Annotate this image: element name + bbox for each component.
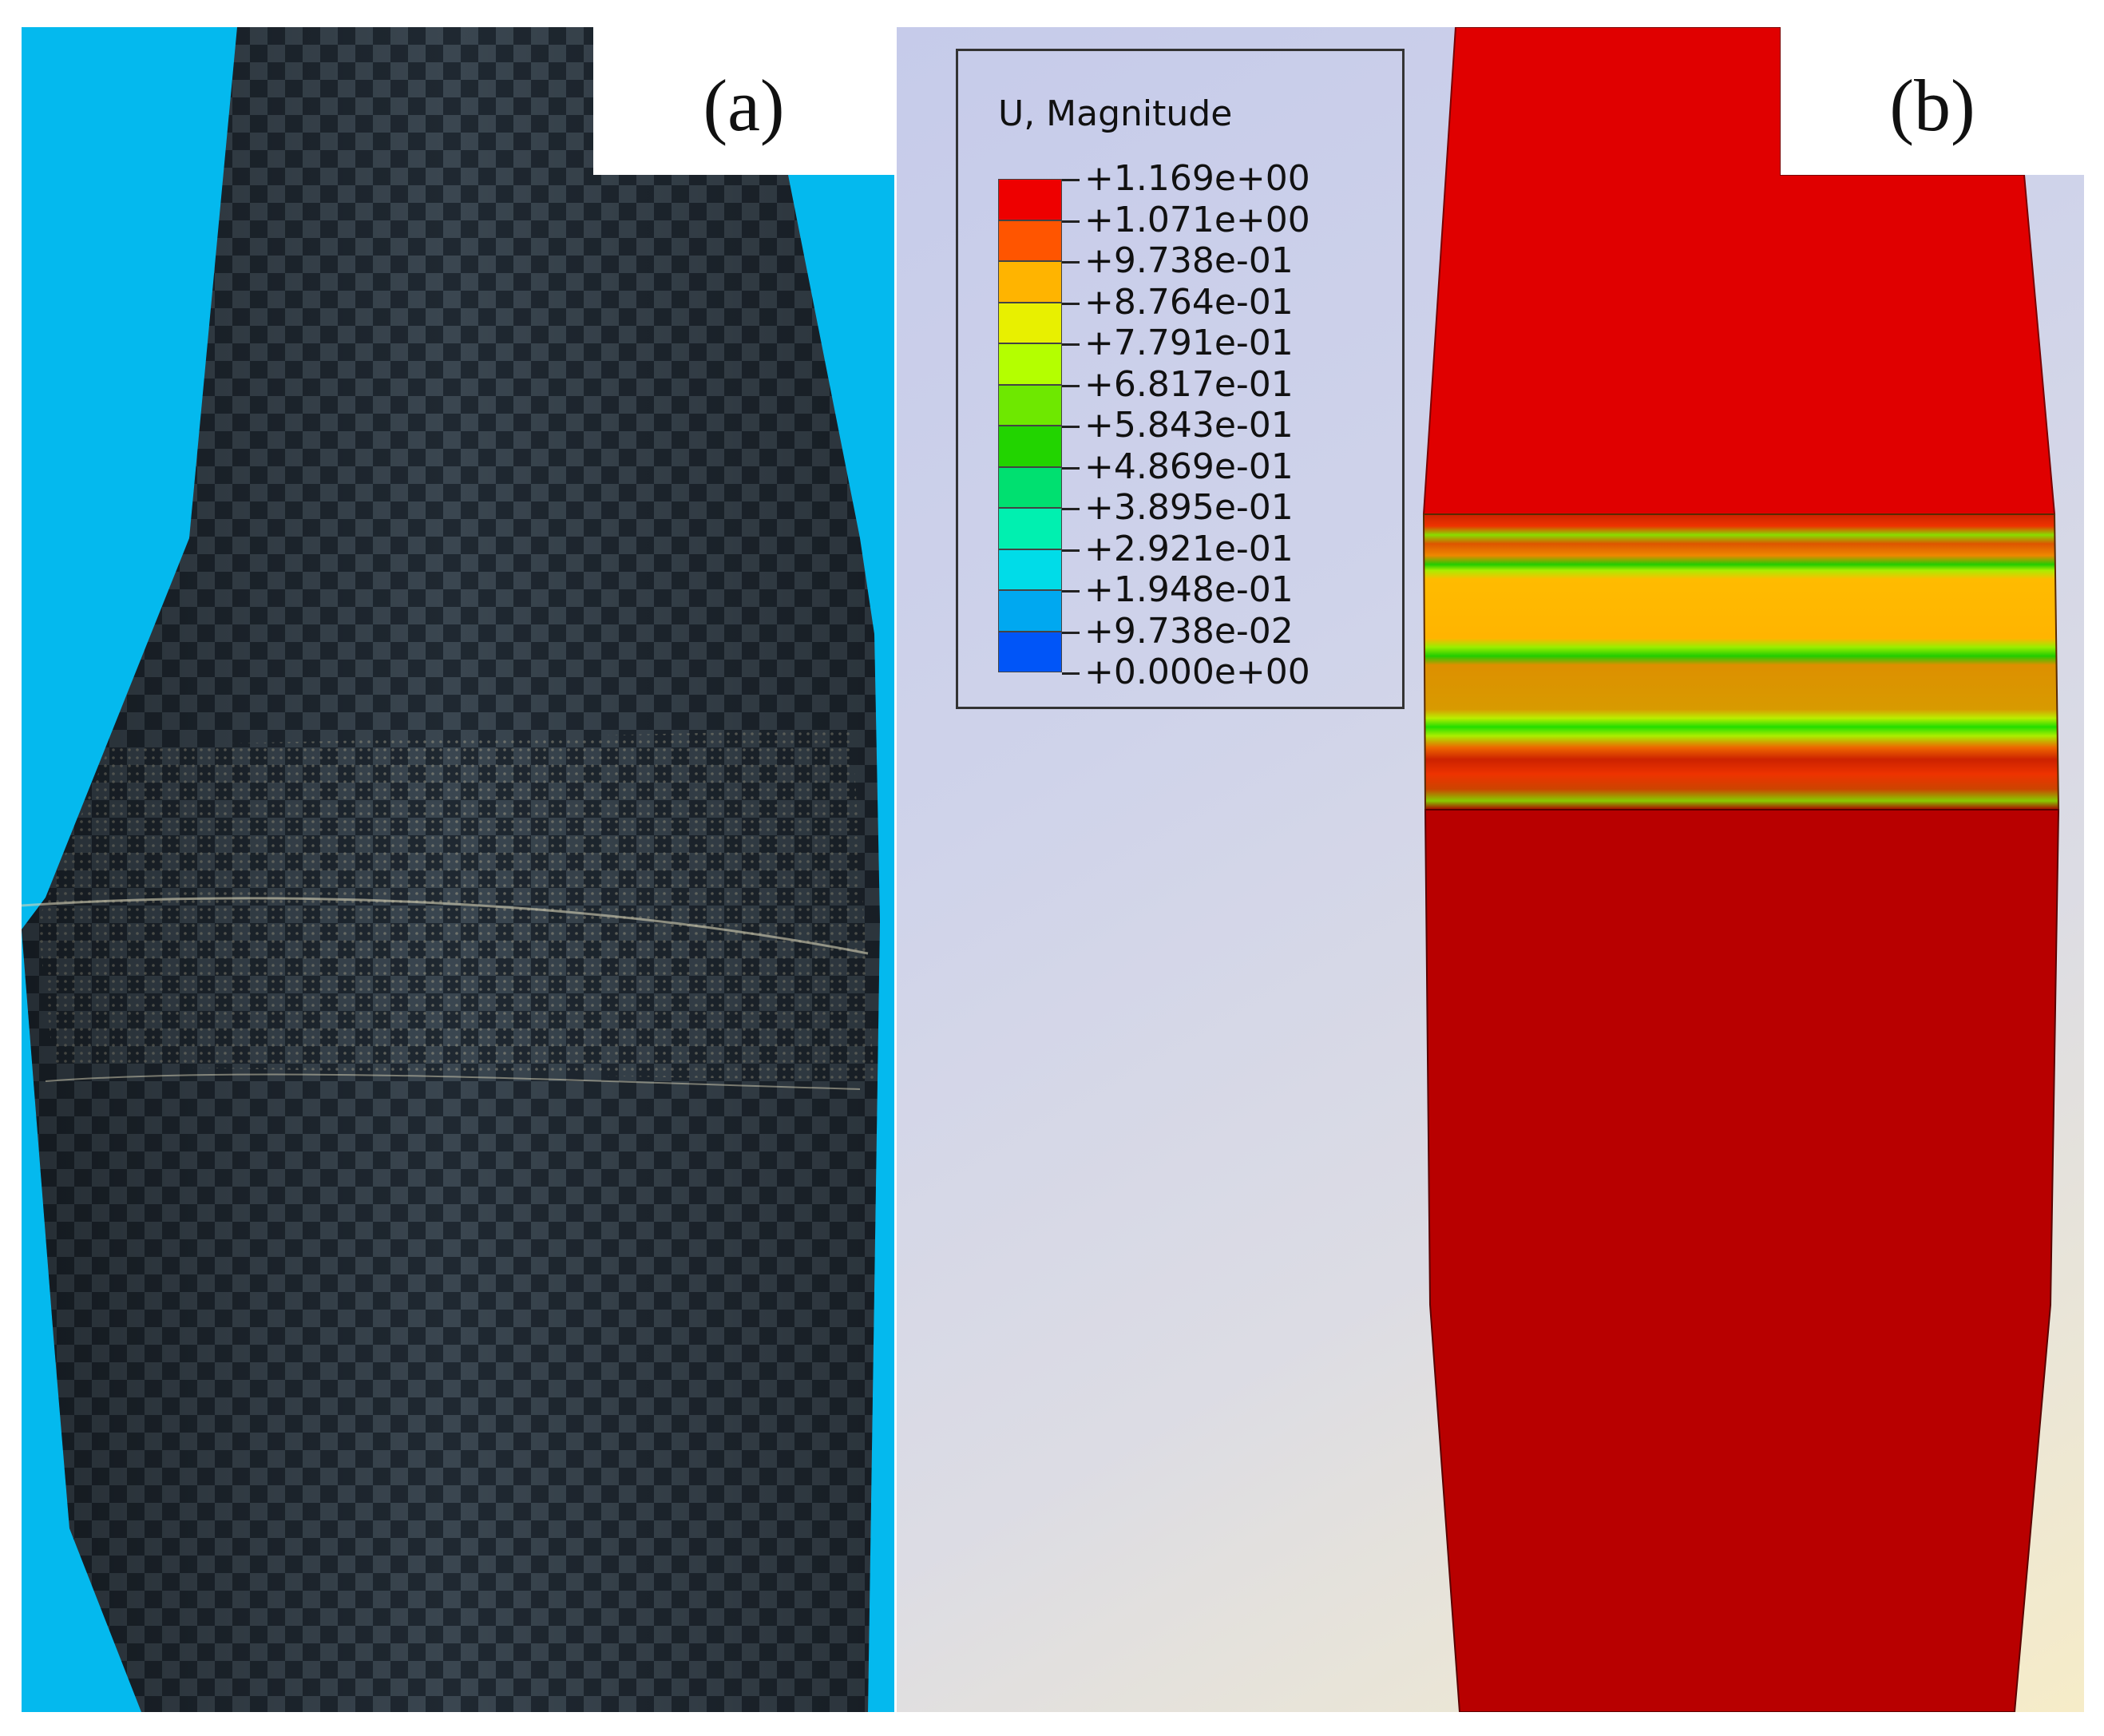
- legend-tick: [1062, 508, 1080, 510]
- legend-value: +7.791e-01: [1084, 323, 1294, 363]
- legend-value: +1.071e+00: [1084, 199, 1310, 240]
- panel-b-label-box: (b): [1781, 27, 2084, 175]
- legend-tick: [1062, 631, 1080, 634]
- legend-swatch: [998, 261, 1062, 303]
- specimen-photo: [22, 27, 880, 1712]
- legend-value: +0.000e+00: [1084, 652, 1310, 692]
- legend-value: +8.764e-01: [1084, 281, 1294, 323]
- lower-region: [1424, 809, 2060, 1712]
- legend-swatch: [998, 384, 1062, 426]
- legend-swatch: [998, 590, 1062, 632]
- legend-tick: [1062, 343, 1080, 346]
- legend-tick: [1062, 302, 1080, 305]
- contour-legend: U, Magnitude +1.169e+00 +1.071e+00 +9.738e…: [956, 49, 1405, 709]
- legend-value: +2.921e-01: [1084, 528, 1294, 569]
- panel-a-label: (a): [703, 65, 785, 146]
- legend-swatch: [998, 179, 1062, 220]
- legend-swatch: [998, 302, 1062, 343]
- legend-title: U, Magnitude: [998, 93, 1233, 134]
- legend-tick: [1062, 549, 1080, 552]
- crush-band: [1422, 513, 2060, 811]
- legend-swatch: [998, 549, 1062, 590]
- legend-tick: [1062, 261, 1080, 264]
- legend-value: +4.869e-01: [1084, 446, 1294, 487]
- legend-swatch: [998, 220, 1062, 261]
- legend-value: +9.738e-01: [1084, 240, 1294, 281]
- legend-value: +3.895e-01: [1084, 487, 1294, 528]
- legend-swatch: [998, 631, 1062, 672]
- panel-a-label-box: (a): [593, 27, 894, 175]
- legend-tick: [1062, 672, 1080, 675]
- legend-value: +6.817e-01: [1084, 363, 1294, 405]
- panel-a-photo: (a): [22, 27, 894, 1712]
- fe-contour-plot: [1422, 27, 2060, 1712]
- legend-tick: [1062, 179, 1080, 181]
- legend-tick: [1062, 220, 1080, 223]
- legend-value: +9.738e-02: [1084, 610, 1294, 652]
- legend-swatch: [998, 426, 1062, 467]
- legend-swatch: [998, 343, 1062, 385]
- legend-tick: [1062, 466, 1080, 470]
- legend-value: +1.169e+00: [1084, 158, 1310, 199]
- panel-b-simulation: U, Magnitude +1.169e+00 +1.071e+00 +9.738e…: [897, 27, 2084, 1712]
- legend-tick: [1062, 426, 1080, 428]
- panel-b-label: (b): [1889, 65, 1975, 146]
- legend-tick: [1062, 384, 1080, 387]
- legend-value: +1.948e-01: [1084, 569, 1294, 610]
- legend-swatch: [998, 466, 1062, 508]
- legend-swatch: [998, 508, 1062, 549]
- legend-tick: [1062, 590, 1080, 593]
- legend-value: +5.843e-01: [1084, 405, 1294, 446]
